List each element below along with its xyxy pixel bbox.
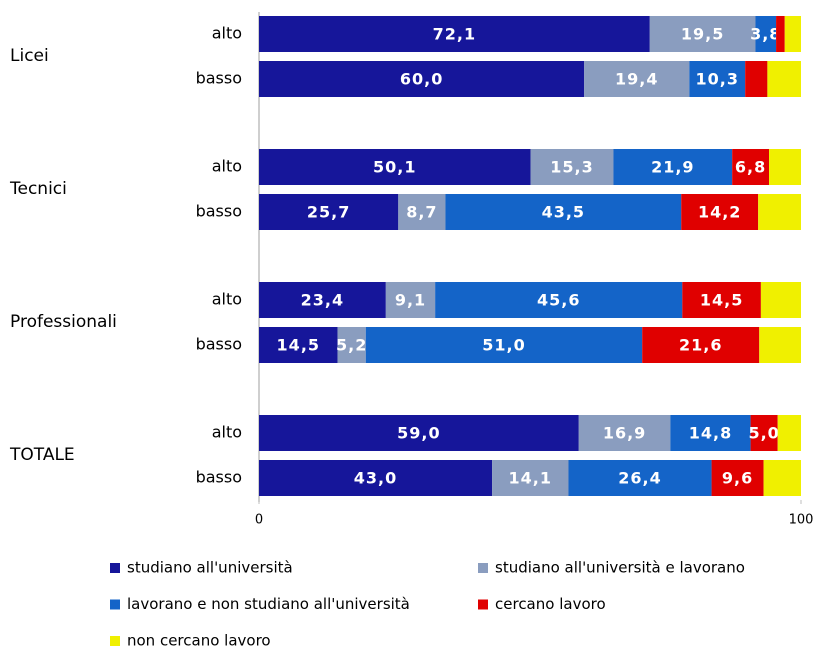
legend-swatch [110, 636, 120, 646]
bar-segment [760, 282, 801, 318]
data-label: 9,1 [395, 291, 426, 310]
group-label: Professionali [10, 312, 117, 332]
data-label: 5,2 [336, 336, 367, 355]
bar-segment [259, 194, 399, 230]
data-label: 6,8 [735, 158, 766, 177]
bar-segment [259, 16, 650, 52]
category-label: alto [212, 24, 242, 43]
legend-swatch [110, 563, 120, 573]
bar-segment [767, 61, 801, 97]
bar-segment [689, 61, 746, 97]
data-label: 9,6 [722, 469, 753, 488]
legend-label: non cercano lavoro [127, 632, 271, 649]
bar-segment [759, 327, 801, 363]
data-label: 51,0 [482, 336, 525, 355]
data-label: 43,0 [354, 469, 397, 488]
bar-segment [337, 327, 366, 363]
data-label: 14,8 [689, 424, 732, 443]
data-label: 19,4 [615, 70, 658, 89]
category-label: basso [196, 468, 242, 487]
bar-segment [681, 194, 759, 230]
category-label: alto [212, 423, 242, 442]
bar-segment [777, 415, 801, 451]
bar-segment [745, 61, 768, 97]
data-label: 43,5 [542, 203, 585, 222]
group-label: Tecnici [9, 179, 67, 199]
category-label: alto [212, 157, 242, 176]
bar-segment [385, 282, 436, 318]
bar-segment [492, 460, 569, 496]
legend-label: lavorano e non studiano all'università [127, 595, 410, 613]
bar-segment [259, 282, 386, 318]
x-tick-label: 100 [789, 513, 814, 528]
data-label: 25,7 [307, 203, 350, 222]
data-label: 72,1 [433, 25, 476, 44]
data-label: 3,8 [750, 25, 781, 44]
data-label: 45,6 [537, 291, 580, 310]
data-label: 26,4 [618, 469, 661, 488]
bar-segment [568, 460, 712, 496]
data-label: 19,5 [681, 25, 724, 44]
category-label: basso [196, 335, 242, 354]
bar-segment [649, 16, 756, 52]
group-label: TOTALE [9, 445, 75, 465]
group-label: Licei [10, 46, 49, 66]
data-label: 14,1 [509, 469, 552, 488]
x-tick-label: 0 [255, 513, 263, 528]
data-label: 15,3 [550, 158, 593, 177]
bar-segment [784, 16, 801, 52]
bar-segment [259, 460, 493, 496]
bar-segment [670, 415, 751, 451]
bar-segment [769, 149, 801, 185]
bar-segment [259, 327, 338, 363]
bar-segment [259, 415, 579, 451]
category-label: basso [196, 69, 242, 88]
legend-swatch [110, 599, 120, 610]
bar-segment [578, 415, 671, 451]
legend-swatch [478, 599, 488, 610]
data-label: 60,0 [400, 70, 443, 89]
data-label: 10,3 [696, 70, 739, 89]
bar-segment [584, 61, 690, 97]
bar-segment [259, 149, 531, 185]
bar-segment [763, 460, 801, 496]
category-label: basso [196, 202, 242, 221]
data-label: 50,1 [373, 158, 416, 177]
bar-segment [445, 194, 682, 230]
bar-segment [758, 194, 801, 230]
data-label: 16,9 [603, 424, 646, 443]
data-label: 21,6 [679, 336, 722, 355]
bar-segment [435, 282, 683, 318]
data-label: 14,5 [700, 291, 743, 310]
bar-segment [259, 61, 585, 97]
data-label: 59,0 [397, 424, 440, 443]
data-label: 14,5 [277, 336, 320, 355]
bar-segment [682, 282, 761, 318]
bar-segment [755, 16, 777, 52]
legend-swatch [478, 563, 488, 573]
legend-label: cercano lavoro [495, 595, 606, 613]
data-label: 21,9 [651, 158, 694, 177]
data-label: 14,2 [698, 203, 741, 222]
data-label: 5,0 [748, 424, 779, 443]
legend-label: studiano all'università [127, 559, 293, 577]
legend-label: studiano all'università e lavorano [495, 559, 745, 577]
bar-segment [732, 149, 770, 185]
bar-segment [365, 327, 643, 363]
data-label: 8,7 [406, 203, 437, 222]
bar-segment [530, 149, 614, 185]
bar-segment [613, 149, 733, 185]
bar-segment [642, 327, 760, 363]
bar-segment [776, 16, 785, 52]
data-label: 23,4 [301, 291, 344, 310]
category-label: alto [212, 290, 242, 309]
bar-segment [750, 415, 778, 451]
bar-segment [711, 460, 764, 496]
bar-segment [398, 194, 446, 230]
